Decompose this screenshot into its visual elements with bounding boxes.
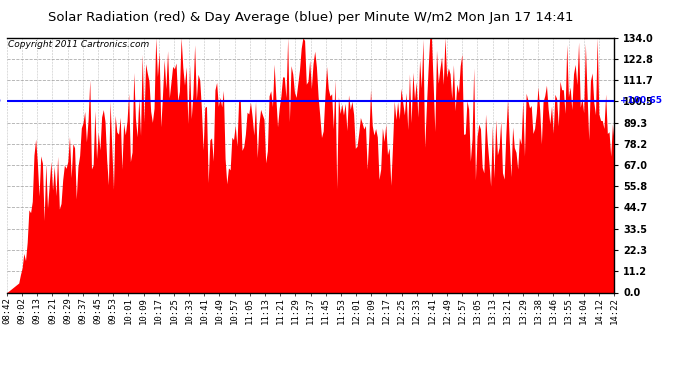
Text: +100.65: +100.65 xyxy=(620,96,662,105)
Text: +100.65: +100.65 xyxy=(0,96,1,105)
Text: Solar Radiation (red) & Day Average (blue) per Minute W/m2 Mon Jan 17 14:41: Solar Radiation (red) & Day Average (blu… xyxy=(48,11,573,24)
Text: Copyright 2011 Cartronics.com: Copyright 2011 Cartronics.com xyxy=(8,40,149,49)
